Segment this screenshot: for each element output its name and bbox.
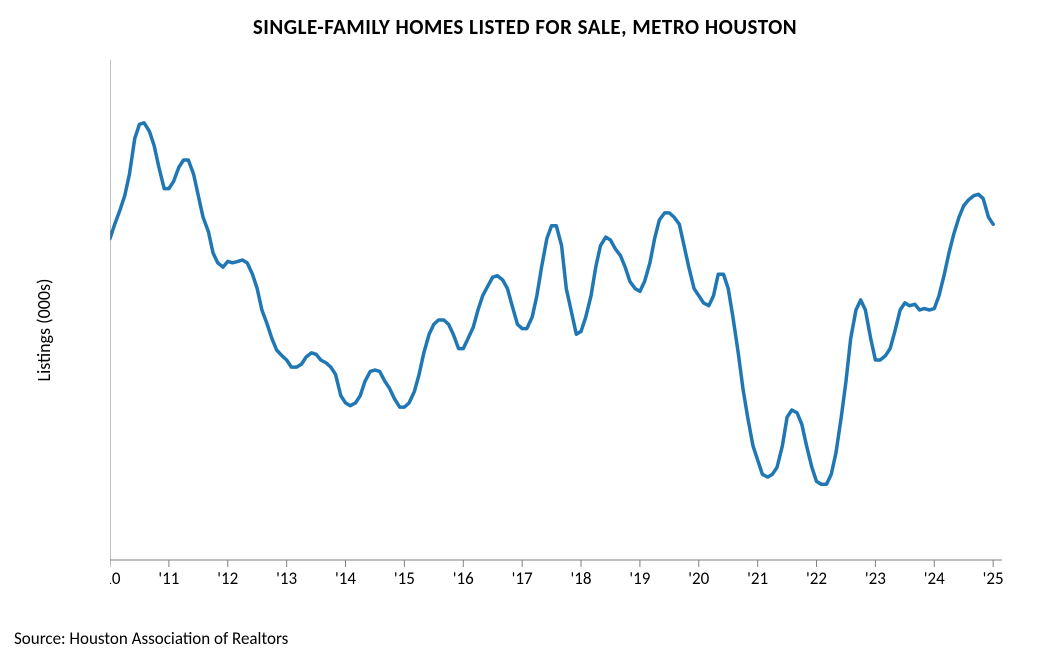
chart-page: SINGLE-FAMILY HOMES LISTED FOR SALE, MET… (0, 0, 1050, 659)
x-tick-label: '20 (688, 568, 709, 589)
chart-title: SINGLE-FAMILY HOMES LISTED FOR SALE, MET… (0, 14, 1050, 40)
x-tick-label: '25 (983, 568, 1004, 589)
y-axis-title: Listings (000s) (33, 279, 55, 382)
x-axis-group: '10 '11 '12 '13 '14 '15 '16 '17 '18 '19 '20 '21 '22 '… (110, 560, 1004, 589)
plot-area: 510152025303540 '10'11'12'13'14'15'16'17… (110, 50, 1012, 590)
x-tick-label: '23 (865, 568, 886, 589)
x-tick-label: '11 (158, 568, 179, 589)
x-tick-label: '24 (924, 568, 945, 589)
x-tick-label: '19 (629, 568, 650, 589)
x-tick-label: '13 (276, 568, 297, 589)
x-tick-label: '17 (512, 568, 533, 589)
x-tick-label: '14 (335, 568, 356, 589)
chart-svg: 510152025303540 '10'11'12'13'14'15'16'17… (110, 50, 1012, 590)
data-line (110, 123, 993, 484)
x-tick-label: '10 (110, 568, 121, 589)
x-tick-label: '16 (453, 568, 474, 589)
x-tick-label: '15 (394, 568, 415, 589)
x-tick-label: '18 (571, 568, 592, 589)
x-tick-label: '21 (747, 568, 768, 589)
x-tick-label: '12 (217, 568, 238, 589)
x-tick-label: '22 (806, 568, 827, 589)
source-note: Source: Houston Association of Realtors (14, 628, 288, 649)
